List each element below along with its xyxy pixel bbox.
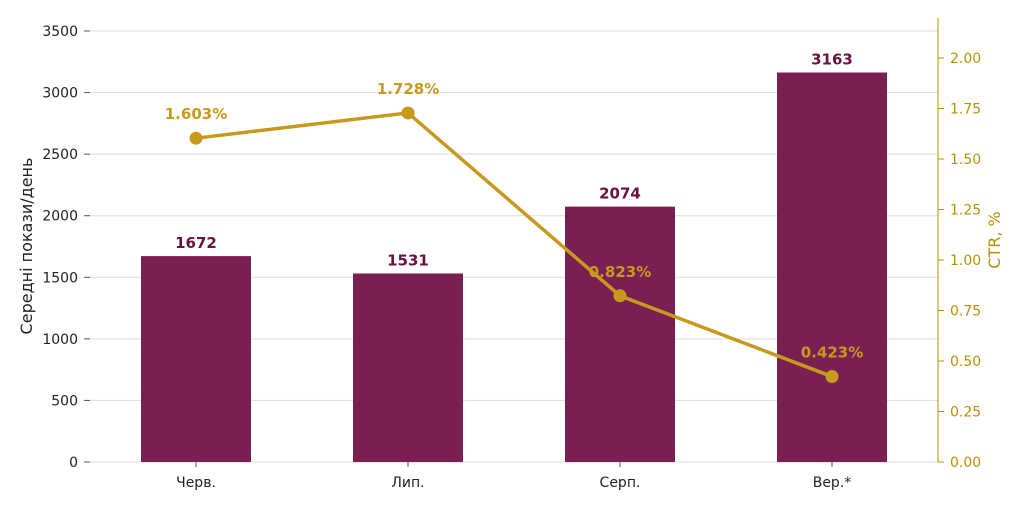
bars (141, 72, 887, 462)
x-tick-label: Лип. (391, 475, 424, 491)
axes: 0 500 1000 1500 2000 2500 3000 3500 0.00 0.25 0.50… (42, 18, 981, 491)
y2-tick-label: 1.00 (950, 253, 981, 269)
ctr-value-label: 0.423% (801, 344, 863, 362)
y2-tick-label: 0.75 (950, 304, 981, 320)
x-tick-label: Вер.* (813, 475, 852, 491)
ctr-value-label: 1.728% (377, 80, 439, 98)
y-tick-label: 1000 (42, 332, 78, 348)
bar (141, 256, 251, 462)
ctr-point (825, 370, 839, 384)
y-tick-label: 2500 (42, 147, 78, 163)
bar (565, 206, 675, 462)
ctr-point (613, 289, 627, 303)
y-tick-label: 500 (51, 393, 78, 409)
x-tick-label: Черв. (176, 475, 216, 491)
y2-tick-label: 0.25 (950, 405, 981, 421)
data-labels: 1672 1531 2074 3163 1.603% 1.728% 0.823% 0.423% (165, 50, 863, 361)
ctr-value-label: 1.603% (165, 105, 227, 123)
y2-tick-label: 1.75 (950, 102, 981, 118)
bar-value-label: 2074 (599, 185, 641, 203)
bar-value-label: 3163 (811, 50, 853, 68)
y2-tick-label: 2.00 (950, 51, 981, 67)
y-tick-label: 3000 (42, 86, 78, 102)
y2-tick-label: 0.50 (950, 354, 981, 370)
y-tick-label: 2000 (42, 209, 78, 225)
ctr-point (189, 131, 203, 145)
y-tick-label: 3500 (42, 24, 78, 40)
y2-tick-label: 0.00 (950, 455, 981, 471)
x-tick-label: Серп. (600, 475, 641, 491)
y-tick-label: 1500 (42, 270, 78, 286)
bar-value-label: 1672 (175, 234, 217, 252)
ctr-point (401, 106, 415, 120)
y2-tick-label: 1.25 (950, 203, 981, 219)
y2-tick-label: 1.50 (950, 152, 981, 168)
y-tick-label: 0 (69, 455, 78, 471)
ctr-value-label: 0.823% (589, 263, 651, 281)
y-axis-title: Середні покази/день (17, 158, 36, 335)
bar (777, 72, 887, 462)
y2-axis-title: CTR, % (985, 211, 1004, 268)
ctr-line-series (189, 106, 839, 384)
bar (353, 273, 463, 462)
ctr-line (195, 111, 833, 379)
bar-value-label: 1531 (387, 251, 429, 269)
